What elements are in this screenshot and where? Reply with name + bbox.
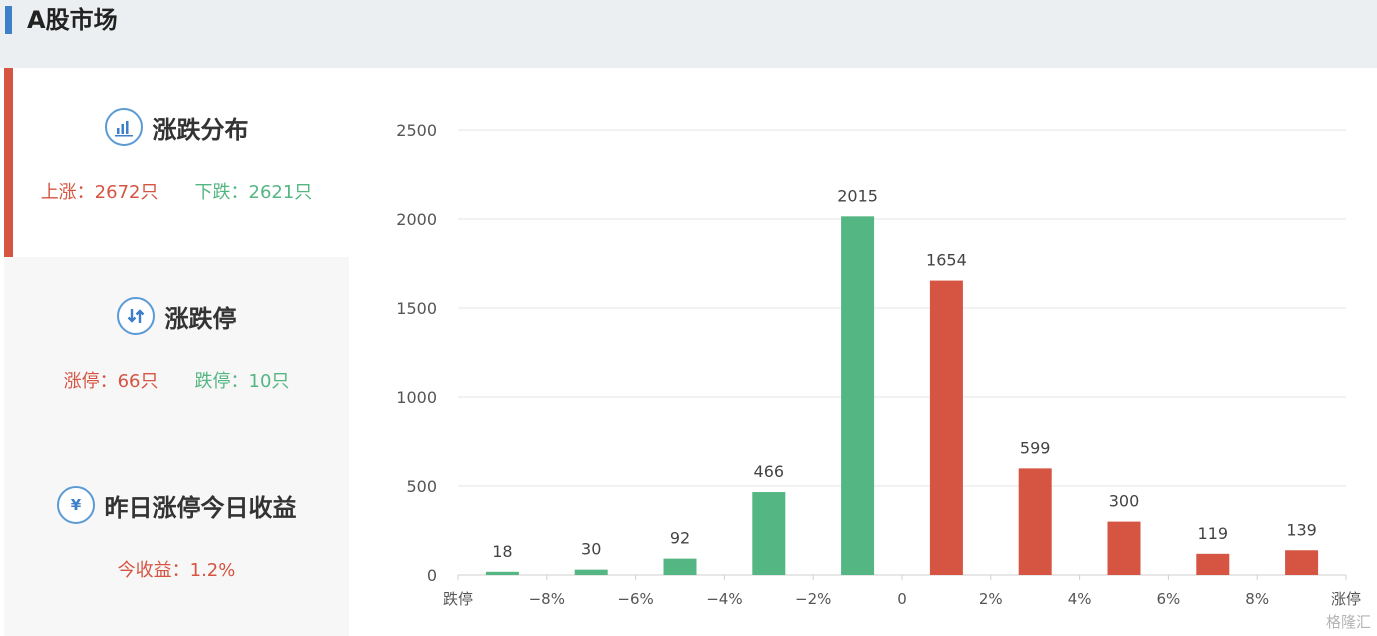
x-tick-label: 4% xyxy=(1068,590,1092,608)
bar-chart-icon xyxy=(104,108,143,146)
data-label: 139 xyxy=(1286,520,1317,539)
data-label: 2015 xyxy=(837,186,878,205)
x-tick-label: −6% xyxy=(617,590,653,608)
limit-down-count: 跌停：10只 xyxy=(194,371,290,392)
bar xyxy=(1285,550,1319,575)
svg-text:¥: ¥ xyxy=(70,496,81,514)
x-tick-label: 涨停 xyxy=(1331,590,1361,608)
data-label: 18 xyxy=(492,542,512,561)
data-label: 599 xyxy=(1020,438,1051,457)
x-tick-label: 6% xyxy=(1157,590,1181,608)
bar xyxy=(752,492,786,575)
header-accent-bar xyxy=(5,6,12,34)
data-label: 119 xyxy=(1198,524,1229,543)
bar xyxy=(1196,553,1230,575)
chart-svg: 0 500 1000 1500 2000 2500 跌停 −8% −6% −4% −2% 0 2% 4% 6… xyxy=(396,121,1361,608)
yen-icon: ¥ xyxy=(56,486,95,524)
page-title: A股市场 xyxy=(27,6,118,34)
panel-stats: 今收益：1.2% xyxy=(4,556,349,582)
y-tick-label: 2500 xyxy=(396,121,437,140)
panel-title: 涨跌停 xyxy=(164,304,237,333)
x-tick-label: 跌停 xyxy=(443,590,473,608)
sidebar-item-limit[interactable]: 涨跌停 涨停：66只 跌停：10只 xyxy=(4,257,349,446)
x-tick-label: 2% xyxy=(979,590,1003,608)
sidebar-item-distribution[interactable]: 涨跌分布 上涨：2672只 下跌：2621只 xyxy=(4,68,349,257)
panel-title: 昨日涨停今日收益 xyxy=(104,493,297,522)
x-tick-label: −8% xyxy=(529,590,565,608)
bar xyxy=(663,558,697,575)
x-tick-label: −2% xyxy=(795,590,831,608)
data-label: 1654 xyxy=(926,251,967,270)
sidebar: 涨跌分布 上涨：2672只 下跌：2621只 涨跌停 涨停：66只 跌停：10只… xyxy=(4,68,349,636)
x-tick-label: 0 xyxy=(897,590,907,608)
panel-heading: 涨跌分布 xyxy=(4,108,349,146)
active-indicator xyxy=(4,68,13,257)
y-tick-label: 1500 xyxy=(396,299,437,318)
panel-stats: 涨停：66只 跌停：10只 xyxy=(4,367,349,393)
bar xyxy=(574,569,608,575)
data-label: 92 xyxy=(670,529,690,548)
section-header: A股市场 xyxy=(0,0,1377,68)
y-tick-label: 1000 xyxy=(396,388,437,407)
y-tick-label: 0 xyxy=(427,566,437,585)
bar xyxy=(841,216,875,575)
rise-count: 上涨：2672只 xyxy=(40,182,159,203)
y-tick-label: 500 xyxy=(406,477,437,496)
bar xyxy=(929,280,963,575)
limit-up-count: 涨停：66只 xyxy=(63,371,159,392)
x-tick-label: 8% xyxy=(1245,590,1269,608)
data-label: 466 xyxy=(754,462,785,481)
bar xyxy=(485,571,519,575)
panel-heading: 涨跌停 xyxy=(4,297,349,335)
x-tick-label: −4% xyxy=(706,590,742,608)
up-down-arrows-icon xyxy=(116,297,155,335)
distribution-chart: 0 500 1000 1500 2000 2500 跌停 −8% −6% −4% −2% 0 2% 4% 6… xyxy=(349,68,1377,636)
data-label: 30 xyxy=(581,540,601,559)
fall-count: 下跌：2621只 xyxy=(194,182,313,203)
watermark: 格隆汇 xyxy=(1325,613,1371,631)
data-label: 300 xyxy=(1109,492,1140,511)
sidebar-item-yesterday-limit[interactable]: ¥ 昨日涨停今日收益 今收益：1.2% xyxy=(4,446,349,636)
bar xyxy=(1107,521,1141,575)
panel-stats: 上涨：2672只 下跌：2621只 xyxy=(4,178,349,204)
panel-heading: ¥ 昨日涨停今日收益 xyxy=(4,486,349,524)
y-tick-label: 2000 xyxy=(396,210,437,229)
today-return: 今收益：1.2% xyxy=(117,560,236,581)
bar xyxy=(1018,468,1052,575)
panel-title: 涨跌分布 xyxy=(152,115,249,144)
